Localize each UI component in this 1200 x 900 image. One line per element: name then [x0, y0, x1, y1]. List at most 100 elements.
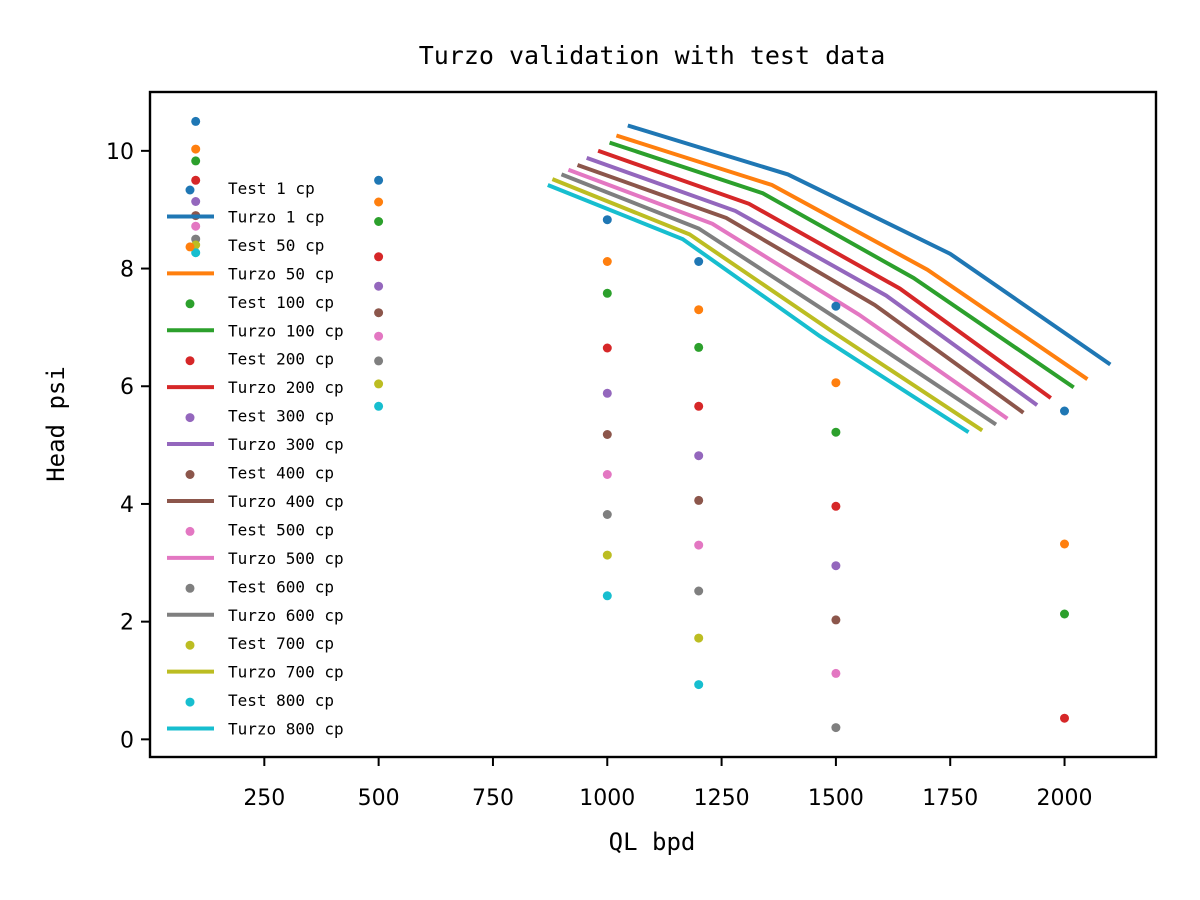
test-point-8-3: [694, 633, 704, 643]
turzo-line-4: [586, 156, 1039, 407]
x-tick-label-6: 1750: [922, 786, 978, 811]
test-point-2-1: [374, 217, 384, 226]
legend-label-turzo-9: Turzo 800 cp: [228, 720, 344, 739]
turzo-line-7: [560, 172, 998, 427]
test-point-3-1: [374, 252, 384, 262]
y-axis-label: Head psi: [42, 366, 70, 482]
test-point-8-2: [602, 550, 612, 560]
turzo-line-6: [567, 167, 1009, 421]
x-tick-label-7: 2000: [1037, 786, 1093, 811]
test-point-5-4: [831, 615, 841, 625]
test-point-6-0: [191, 221, 201, 231]
test-point-4-4: [831, 561, 841, 571]
test-point-2-3: [694, 342, 704, 352]
legend-marker-test-7: [185, 583, 195, 593]
plot-area: [191, 116, 1112, 733]
y-axis: 0 2 4 6 8 10: [106, 140, 150, 753]
legend-label-test-6: Test 500 cp: [228, 520, 334, 539]
legend-marker-test-5: [185, 470, 195, 479]
legend-marker-test-4: [185, 413, 195, 423]
legend-label-turzo-6: Turzo 500 cp: [228, 549, 344, 568]
test-point-0-3: [694, 257, 704, 266]
test-point-2-4: [831, 427, 841, 437]
legend-label-test-8: Test 700 cp: [228, 634, 334, 653]
legend-label-turzo-4: Turzo 300 cp: [228, 435, 344, 454]
y-tick-label-5: 10: [106, 140, 134, 165]
test-point-1-2: [602, 257, 612, 266]
legend-marker-test-3: [185, 356, 195, 366]
y-tick-label-1: 2: [120, 611, 134, 636]
turzo-line-5: [576, 163, 1025, 415]
legend-marker-test-8: [185, 640, 195, 650]
legend-label-turzo-0: Turzo 1 cp: [228, 207, 324, 226]
test-point-2-5: [1060, 609, 1069, 619]
test-point-6-3: [694, 540, 704, 550]
x-tick-label-1: 500: [358, 786, 400, 811]
chart-title: Turzo validation with test data: [419, 41, 886, 70]
test-point-7-4: [831, 723, 841, 733]
legend-label-test-4: Test 300 cp: [228, 407, 334, 426]
test-point-6-4: [831, 668, 841, 678]
test-point-6-1: [374, 331, 384, 341]
legend-marker-test-0: [185, 185, 195, 195]
test-point-2-2: [602, 288, 612, 298]
legend-label-turzo-3: Turzo 200 cp: [228, 378, 344, 397]
test-point-9-3: [694, 680, 704, 690]
test-point-3-5: [1060, 713, 1069, 723]
legend-label-test-7: Test 600 cp: [228, 577, 334, 596]
turzo-line-8: [551, 177, 984, 433]
legend-marker-test-6: [185, 526, 195, 536]
test-point-1-4: [831, 378, 841, 388]
legend-label-turzo-8: Turzo 700 cp: [228, 663, 344, 682]
x-tick-label-3: 1000: [579, 786, 635, 811]
test-point-1-3: [694, 305, 704, 315]
legend-label-test-3: Test 200 cp: [228, 350, 334, 369]
test-point-1-5: [1060, 539, 1069, 549]
turzo-line-1: [615, 133, 1089, 381]
legend-marker-test-2: [185, 299, 195, 309]
test-point-9-1: [374, 401, 384, 411]
legend-label-test-9: Test 800 cp: [228, 691, 334, 710]
turzo-line-0: [627, 123, 1112, 367]
test-point-3-0: [191, 175, 201, 185]
test-point-4-3: [694, 451, 704, 461]
test-point-5-1: [374, 308, 384, 318]
legend: Test 1 cp Turzo 1 cp Test 50 cp Turzo 50 cp…: [167, 179, 344, 739]
test-point-0-2: [602, 215, 612, 225]
x-tick-label-5: 1500: [808, 786, 864, 811]
test-point-9-2: [602, 591, 612, 601]
turzo-line-2: [608, 140, 1075, 390]
legend-label-turzo-1: Turzo 50 cp: [228, 264, 334, 283]
legend-label-test-5: Test 400 cp: [228, 464, 334, 483]
y-tick-label-4: 8: [120, 258, 134, 283]
plot-frame: [148, 90, 1158, 759]
legend-marker-test-9: [185, 697, 195, 707]
test-point-9-0: [191, 248, 201, 258]
x-axis-label: QL bpd: [609, 828, 696, 856]
turzo-line-9: [547, 183, 970, 434]
test-point-4-2: [602, 388, 612, 398]
test-point-0-4: [831, 301, 841, 311]
x-tick-label-4: 1250: [694, 786, 750, 811]
legend-label-turzo-5: Turzo 400 cp: [228, 492, 344, 511]
test-point-3-4: [831, 501, 841, 511]
x-tick-label-2: 750: [472, 786, 514, 811]
test-point-8-1: [374, 379, 384, 389]
test-point-0-0: [191, 116, 201, 126]
test-point-3-3: [694, 401, 704, 411]
x-tick-label-0: 250: [243, 786, 285, 811]
test-point-0-5: [1060, 406, 1069, 416]
test-point-7-1: [374, 356, 384, 366]
y-tick-label-3: 6: [120, 375, 134, 400]
test-point-0-1: [374, 175, 384, 185]
legend-label-turzo-2: Turzo 100 cp: [228, 321, 344, 340]
legend-label-test-2: Test 100 cp: [228, 293, 334, 312]
test-point-4-1: [374, 281, 384, 291]
x-axis: 250 500 750 1000 1250 1500 1750 2000: [243, 757, 1093, 811]
legend-label-turzo-7: Turzo 600 cp: [228, 606, 344, 625]
test-point-2-0: [191, 156, 201, 166]
test-point-6-2: [602, 470, 612, 479]
test-point-5-3: [694, 495, 704, 505]
